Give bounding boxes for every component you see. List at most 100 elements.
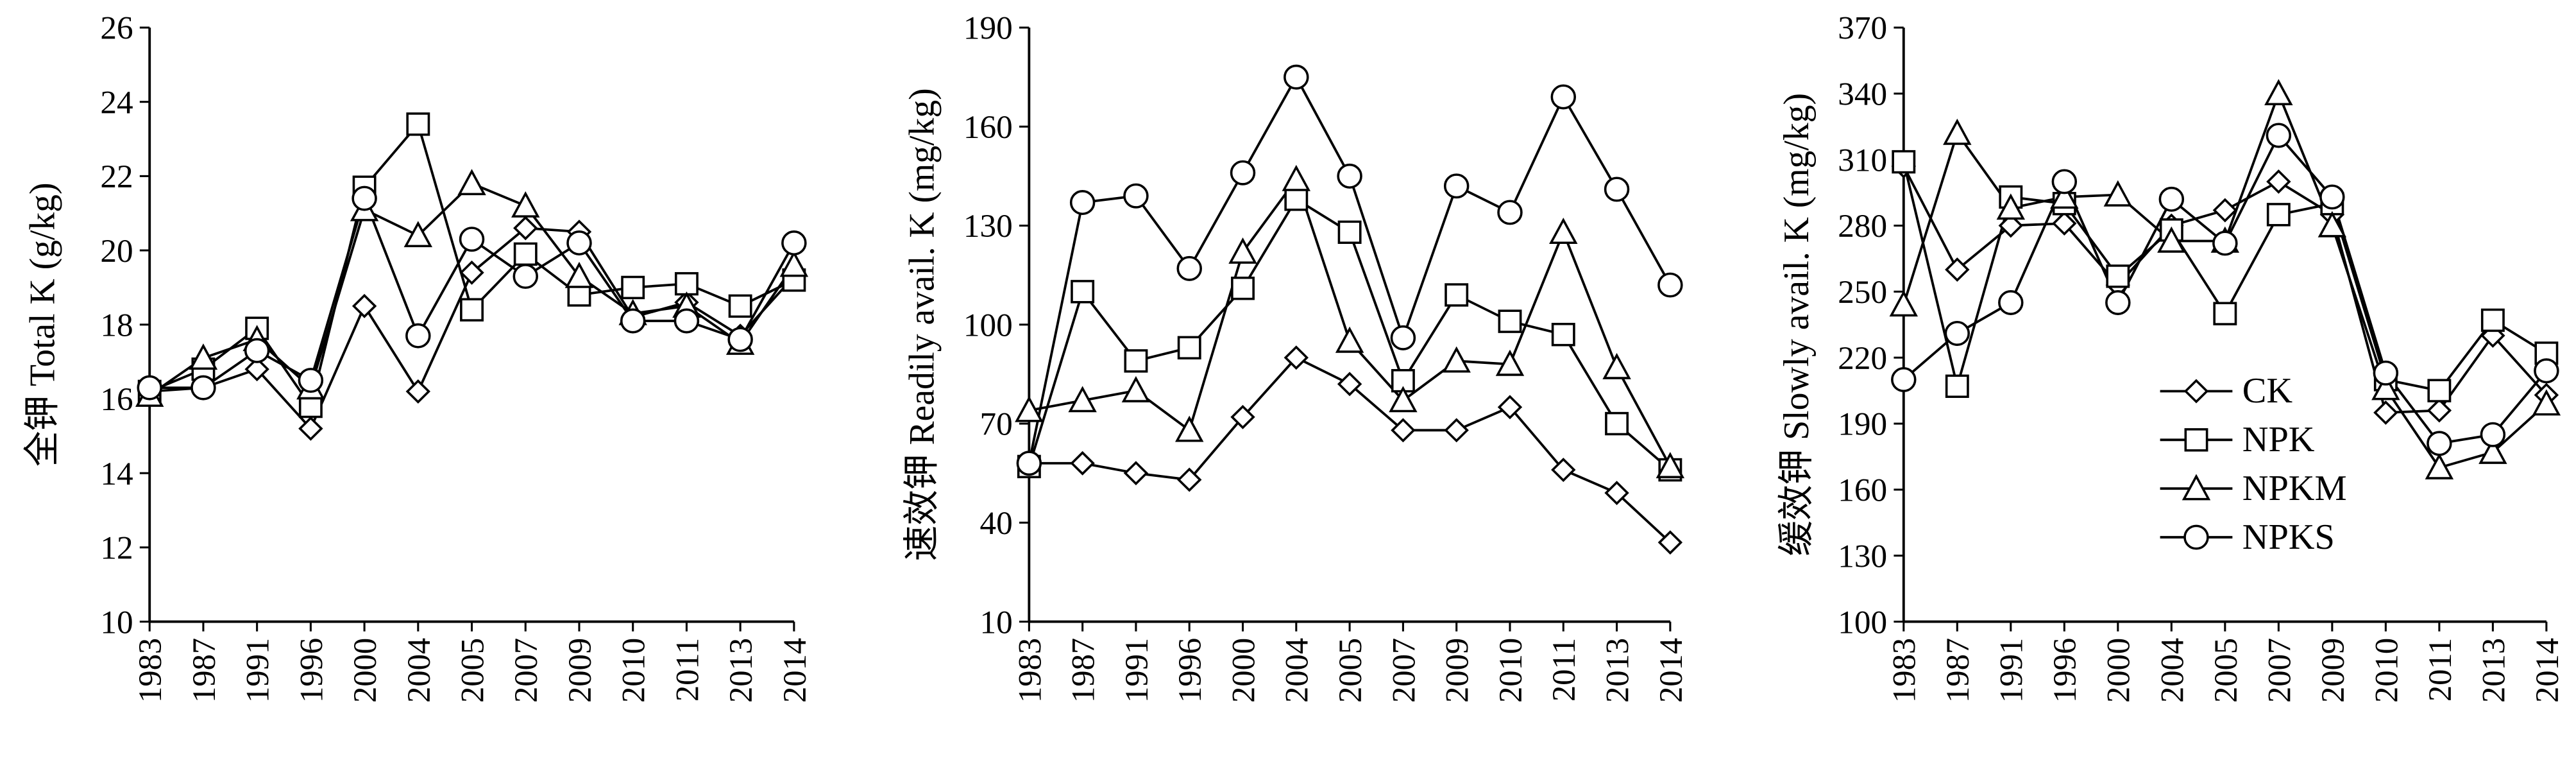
y-tick-label: 14	[100, 456, 133, 492]
marker-triangle	[457, 169, 486, 196]
marker-circle	[620, 308, 646, 334]
marker-circle	[2534, 358, 2559, 384]
x-tick-label: 1996	[294, 638, 330, 703]
x-tick-label: 1983	[133, 638, 169, 703]
x-tick-label: 2013	[724, 638, 759, 703]
marker-square	[1945, 374, 1969, 398]
marker-triangle	[2157, 226, 2186, 253]
marker-circle	[1016, 451, 1042, 476]
y-tick-label: 250	[1838, 275, 1887, 311]
y-tick-label: 24	[100, 85, 133, 121]
marker-diamond	[298, 416, 323, 441]
marker-square	[2480, 308, 2505, 332]
marker-circle	[2319, 184, 2345, 210]
marker-triangle	[2371, 374, 2400, 401]
marker-triangle	[1996, 193, 2026, 220]
marker-square	[460, 298, 484, 322]
y-tick-label: 18	[100, 308, 133, 344]
marker-triangle	[2264, 79, 2293, 106]
marker-diamond	[459, 260, 484, 285]
y-tick-label: 160	[1838, 473, 1887, 509]
y-axis-title: 全钾 Total K (g/kg)	[22, 182, 62, 467]
marker-triangle	[2050, 182, 2079, 209]
marker-diamond	[1123, 461, 1149, 486]
x-tick-label: 2000	[1226, 638, 1262, 703]
marker-square	[2184, 428, 2208, 452]
marker-triangle	[1175, 415, 1204, 442]
marker-circle	[244, 338, 270, 363]
marker-diamond	[1337, 372, 1362, 397]
x-tick-label: 2000	[2101, 638, 2137, 703]
marker-triangle	[2318, 211, 2347, 237]
marker-square	[1337, 220, 1362, 245]
marker-diamond	[1284, 345, 1309, 370]
x-tick-label: 1987	[187, 638, 223, 703]
marker-circle	[1604, 177, 1630, 202]
x-tick-label: 1991	[1994, 638, 2029, 703]
marker-diamond	[513, 216, 538, 241]
marker-circle	[1657, 272, 1683, 298]
marker-triangle	[1228, 237, 1257, 264]
y-tick-label: 26	[100, 11, 133, 47]
marker-triangle	[1889, 290, 1919, 317]
legend-label: NPK	[2242, 420, 2315, 460]
marker-diamond	[352, 293, 377, 318]
marker-triangle	[1068, 386, 1097, 413]
marker-circle	[2373, 360, 2399, 386]
x-tick-label: 2000	[348, 638, 384, 703]
marker-circle	[1123, 183, 1149, 209]
marker-square	[674, 271, 699, 296]
marker-square	[1177, 336, 1201, 359]
marker-circle	[1284, 64, 1309, 90]
marker-diamond	[1230, 404, 1255, 429]
marker-circle	[1176, 255, 1202, 281]
marker-diamond	[2266, 169, 2291, 194]
marker-triangle	[511, 191, 540, 218]
marker-triangle	[1015, 395, 1044, 422]
x-tick-label: 2013	[2476, 638, 2512, 703]
marker-circle	[1550, 84, 1577, 110]
marker-square	[1071, 280, 1095, 304]
marker-circle	[727, 327, 753, 352]
x-tick-label: 2010	[1493, 638, 1529, 703]
y-tick-label: 10	[979, 605, 1012, 641]
x-tick-label: 2005	[1333, 638, 1369, 703]
marker-circle	[352, 185, 377, 211]
marker-circle	[1891, 367, 1917, 392]
marker-circle	[1337, 163, 1362, 189]
y-tick-label: 310	[1838, 143, 1887, 179]
y-tick-label: 40	[979, 506, 1012, 542]
x-tick-label: 2013	[1600, 638, 1636, 703]
x-tick-label: 2014	[777, 638, 813, 703]
x-tick-label: 1996	[2047, 638, 2083, 703]
marker-square	[2427, 379, 2452, 402]
x-tick-label: 2009	[563, 638, 598, 703]
marker-diamond	[1070, 451, 1095, 476]
marker-triangle	[2479, 437, 2507, 464]
y-tick-label: 22	[100, 159, 133, 195]
y-tick-label: 220	[1838, 341, 1887, 377]
marker-square	[406, 112, 430, 136]
marker-square	[1605, 411, 1629, 436]
marker-circle	[137, 375, 162, 401]
marker-square	[1231, 277, 1255, 300]
x-tick-label: 1983	[1012, 638, 1048, 703]
marker-square	[2106, 264, 2130, 288]
marker-triangle	[564, 261, 594, 288]
marker-diamond	[1177, 467, 1202, 492]
x-tick-label: 2011	[2423, 638, 2459, 702]
marker-circle	[2158, 186, 2185, 212]
marker-diamond	[2427, 398, 2452, 423]
x-tick-label: 1987	[1940, 638, 1976, 703]
x-tick-label: 2007	[1386, 638, 1422, 703]
x-tick-label: 1991	[1119, 638, 1155, 703]
y-tick-label: 12	[100, 531, 133, 567]
marker-square	[2266, 203, 2291, 227]
marker-triangle	[1442, 346, 1471, 373]
y-tick-label: 370	[1838, 11, 1887, 47]
marker-diamond	[1497, 395, 1523, 420]
marker-triangle	[1656, 452, 1685, 479]
x-tick-label: 2009	[1439, 638, 1475, 703]
marker-square	[1498, 309, 1522, 333]
